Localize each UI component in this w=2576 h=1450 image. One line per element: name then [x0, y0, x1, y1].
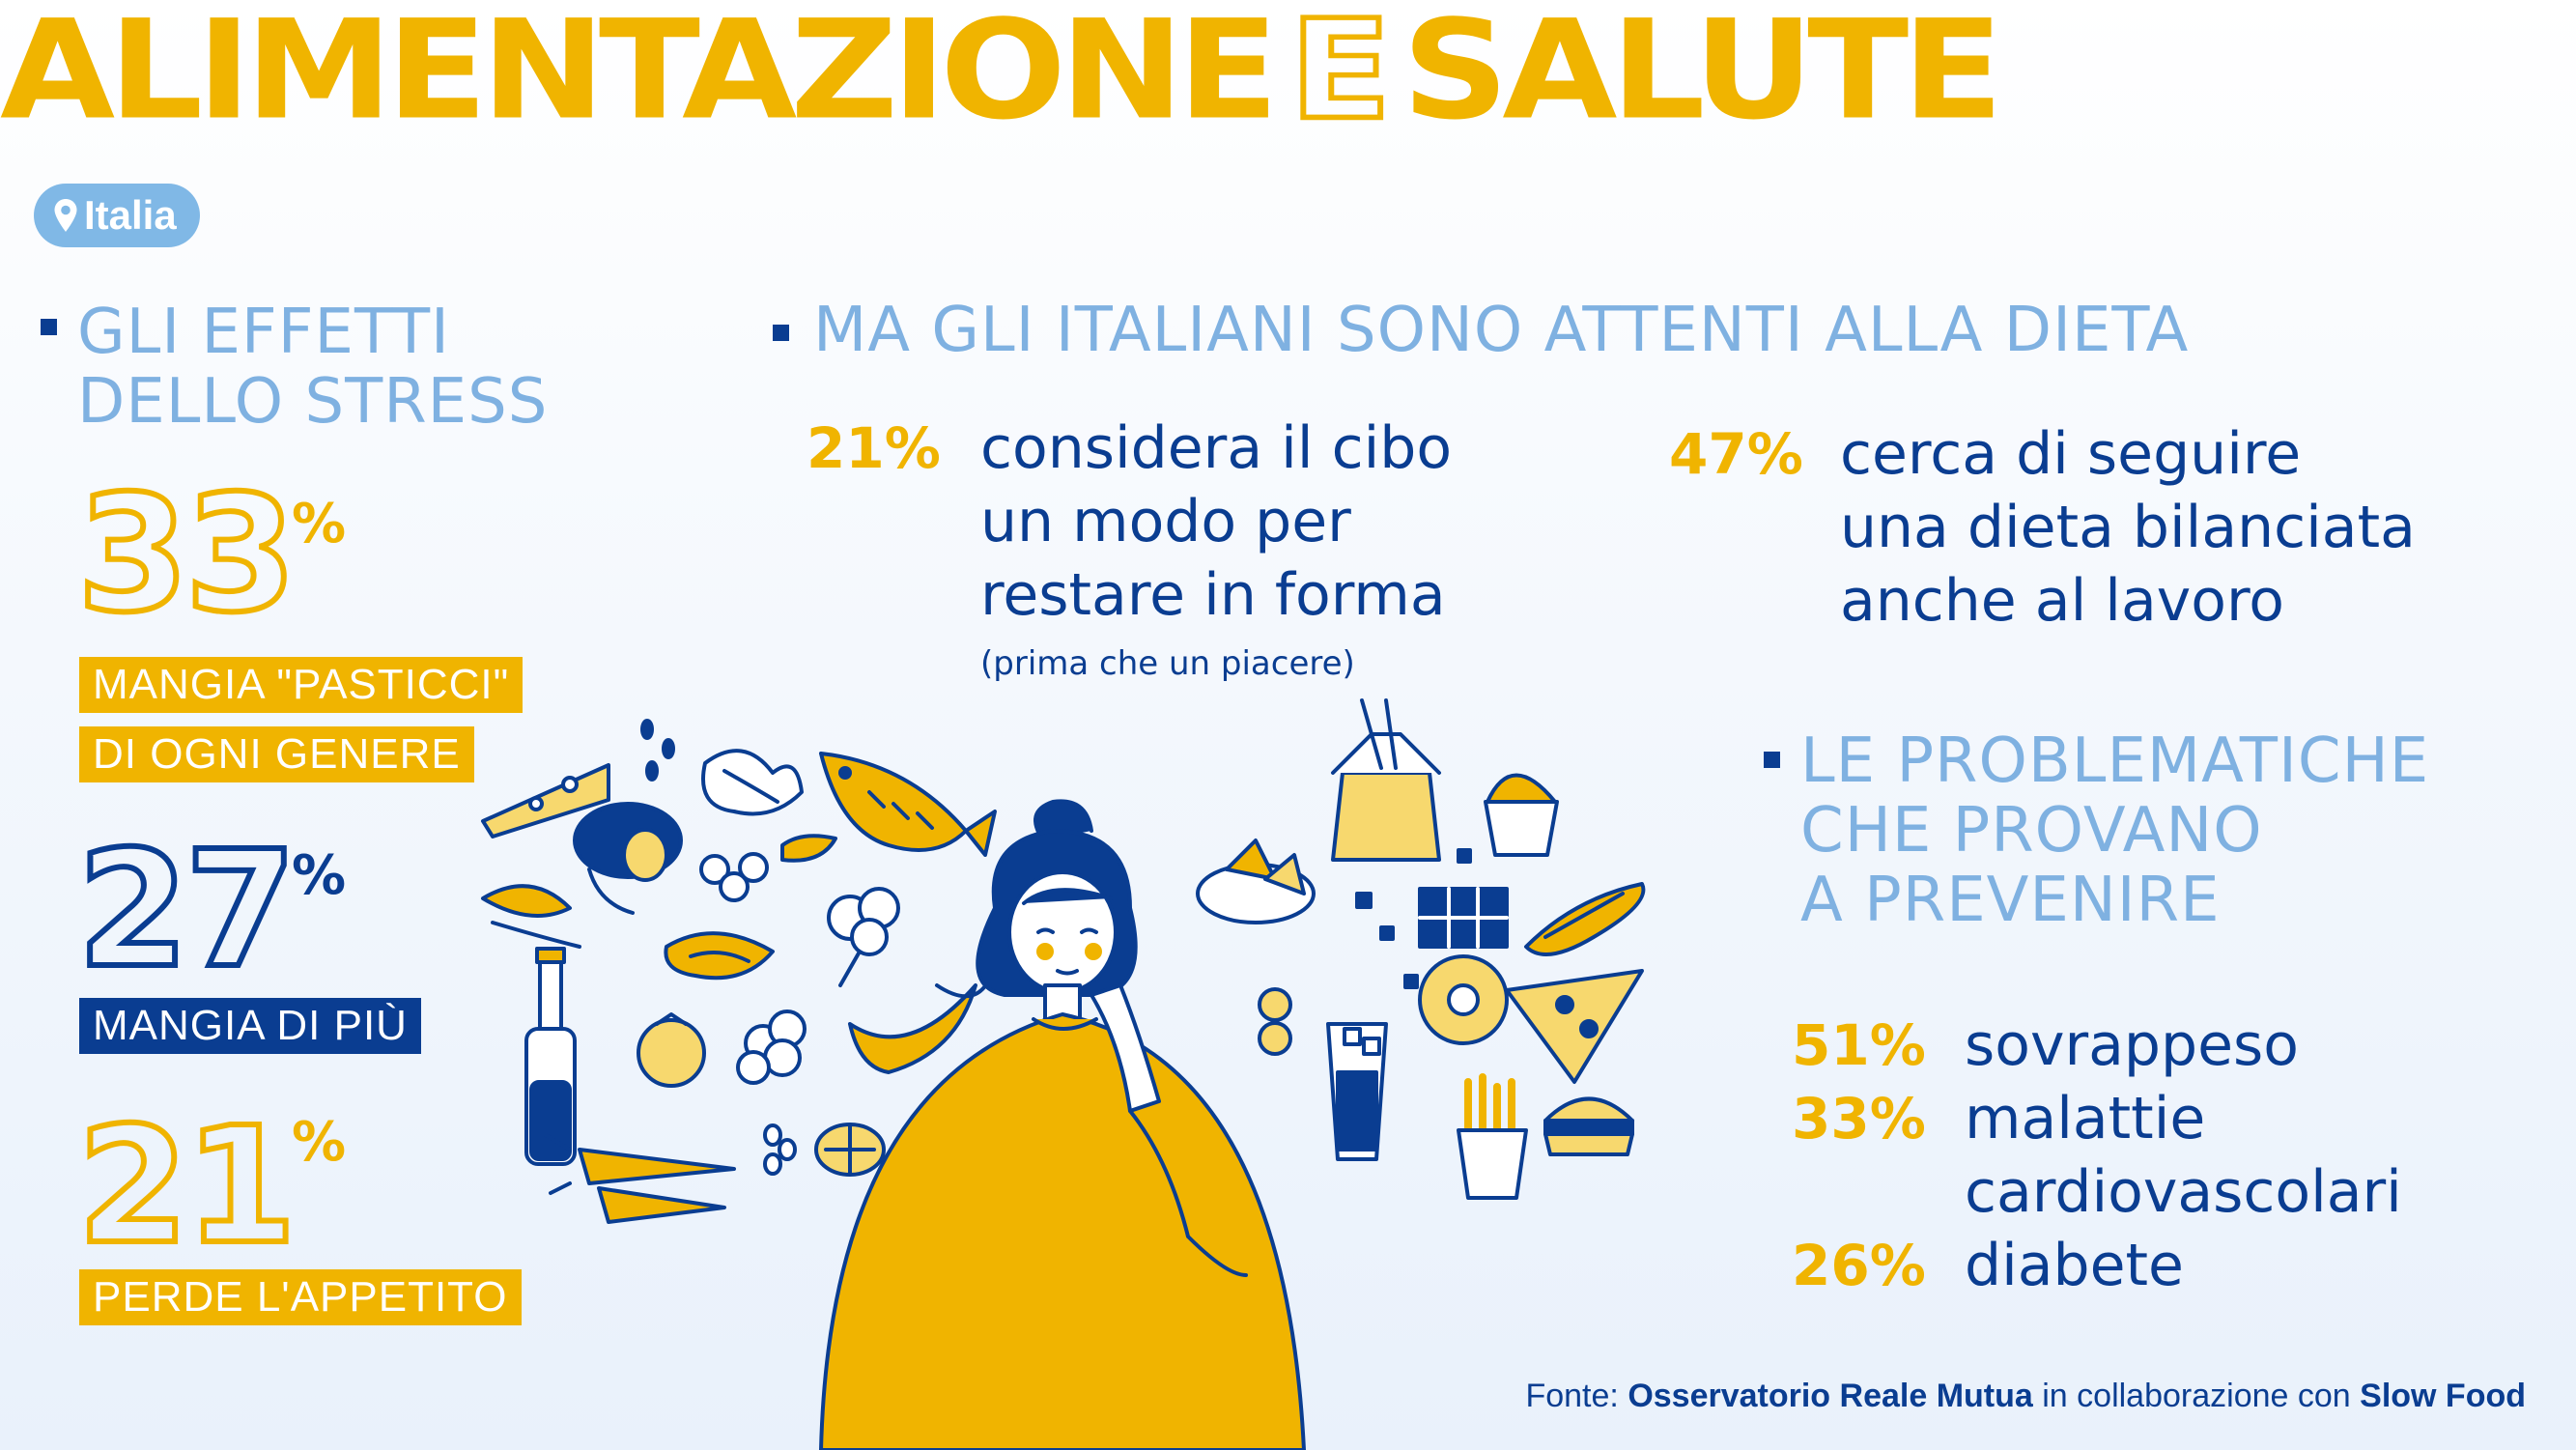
- source-note: Fonte: Osservatorio Reale Mutua in colla…: [1525, 1378, 2526, 1415]
- bullet-problems: [1764, 752, 1780, 768]
- diet-value-1: 21%: [807, 415, 941, 481]
- diet-text-2: cerca di seguire una dieta bilanciata an…: [1840, 417, 2416, 638]
- stress-unit-2: %: [292, 844, 347, 907]
- stress-heading-line1: GLI EFFETTI: [77, 297, 450, 368]
- diet-text-1-line1: considera il cibo: [980, 414, 1453, 482]
- source-middle: in collaborazione con: [2042, 1378, 2351, 1414]
- problem-label-2: malattie cardiovascolari: [1965, 1082, 2402, 1229]
- title-part-2: E: [1287, 0, 1394, 151]
- stress-label-1: MANGIA "PASTICCI" DI OGNI GENERE: [79, 657, 524, 782]
- location-badge: Italia: [34, 184, 200, 247]
- seeds-icon: [640, 719, 675, 782]
- stress-heading: GLI EFFETTI DELLO STRESS: [77, 298, 548, 437]
- mushroom-icon: [573, 802, 683, 915]
- peas-icon: [699, 852, 769, 902]
- stress-label-1-line1: MANGIA "PASTICCI": [79, 657, 524, 713]
- woman-thinking-icon: [819, 799, 1306, 1450]
- fries-icon: [1457, 1073, 1528, 1200]
- broccoli-icon: [827, 887, 900, 987]
- leaf-icon: [481, 884, 581, 949]
- problems-heading-line1: LE PROBLEMATICHE: [1800, 725, 2430, 797]
- diet-text-2-line1: cerca di seguire: [1840, 420, 2302, 488]
- stress-value-1: 33: [74, 462, 299, 648]
- noodle-box-icon: [1331, 698, 1441, 862]
- stress-label-1-line2: DI OGNI GENERE: [79, 726, 474, 782]
- soda-cup-icon: [1326, 1022, 1388, 1161]
- problem-label-1: sovrappeso: [1965, 1011, 2299, 1079]
- problem-label-2-line1: malattie: [1965, 1085, 2206, 1152]
- stress-heading-line2: DELLO STRESS: [77, 366, 549, 438]
- problem-value-3: 26%: [1792, 1233, 1926, 1298]
- cookies-icon: [1258, 987, 1292, 1056]
- stress-value-3: 21: [74, 1094, 299, 1280]
- location-label: Italia: [84, 192, 177, 238]
- carrots-icon: [544, 1133, 736, 1224]
- title-part-1: ALIMENTAZIONE: [0, 0, 1279, 151]
- diet-heading: MA GLI ITALIANI SONO ATTENTI ALLA DIETA: [813, 295, 2190, 366]
- chocolate-icon: [1418, 887, 1509, 949]
- diet-text-1-line3: restare in forma: [980, 561, 1446, 629]
- crumbs-icon: [1355, 848, 1472, 989]
- nachos-icon: [1196, 839, 1316, 924]
- problem-value-2: 33%: [1792, 1086, 1926, 1151]
- stress-label-2-line1: MANGIA DI PIÙ: [79, 998, 421, 1054]
- stress-label-3: PERDE L'APPETITO: [79, 1269, 522, 1325]
- bullet-diet: [773, 325, 789, 341]
- stress-unit-1: %: [292, 493, 347, 555]
- stress-label-2: MANGIA DI PIÙ: [79, 998, 421, 1054]
- diet-note-1: (prima che un piacere): [980, 644, 1355, 683]
- kale-icon: [701, 749, 804, 816]
- problem-value-1: 51%: [1792, 1012, 1926, 1078]
- diet-value-2: 47%: [1669, 421, 1803, 487]
- salmon-steak-icon: [664, 931, 775, 981]
- fish-icon: [819, 752, 997, 857]
- page-title: ALIMENTAZIONE E SALUTE: [0, 0, 2576, 144]
- diet-text-2-line2: una dieta bilanciata: [1840, 494, 2416, 561]
- diet-text-2-line3: anche al lavoro: [1840, 567, 2285, 635]
- problems-heading-line3: A PREVENIRE: [1800, 865, 2221, 936]
- oil-bottle-icon: [524, 947, 577, 1166]
- burger-icon: [1543, 1096, 1634, 1156]
- cauliflower-icon: [736, 1009, 807, 1085]
- title-part-3: SALUTE: [1401, 0, 2003, 151]
- source-org-1: Osservatorio Reale Mutua: [1628, 1378, 2033, 1414]
- stress-value-2: 27: [74, 817, 299, 1004]
- problems-heading-line2: CHE PROVANO: [1800, 795, 2263, 867]
- problem-label-2-line2: cardiovascolari: [1965, 1158, 2402, 1226]
- bullet-stress: [41, 319, 57, 335]
- hotdog-icon: [1524, 882, 1646, 956]
- lemon-icon: [814, 1123, 886, 1177]
- location-pin-icon: [54, 199, 77, 232]
- stress-unit-3: %: [292, 1111, 347, 1174]
- problem-label-3: diabete: [1965, 1232, 2184, 1299]
- donut-icon: [1418, 954, 1509, 1045]
- food-illustration: [481, 698, 1646, 1450]
- tomato-icon: [637, 1012, 706, 1088]
- diet-text-1: considera il cibo un modo per restare in…: [980, 412, 1452, 632]
- source-prefix: Fonte:: [1525, 1378, 1619, 1414]
- stress-label-3-line1: PERDE L'APPETITO: [79, 1269, 522, 1325]
- muffin-icon: [1484, 773, 1559, 857]
- cheese-icon: [481, 763, 610, 839]
- problems-heading: LE PROBLEMATICHE CHE PROVANO A PREVENIRE: [1800, 726, 2429, 935]
- pizza-slice-icon: [1505, 969, 1644, 1084]
- beans-icon: [763, 1123, 797, 1176]
- carrot-slice-icon: [780, 834, 837, 863]
- source-org-2: Slow Food: [2360, 1378, 2526, 1414]
- diet-text-1-line2: un modo per: [980, 488, 1351, 555]
